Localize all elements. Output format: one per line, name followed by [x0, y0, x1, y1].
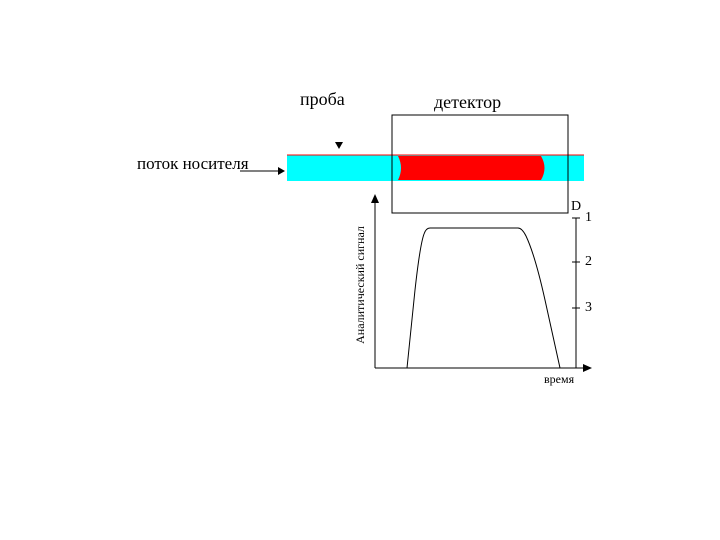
- detector-box: [391, 114, 569, 214]
- right-tick-label-3: 3: [585, 300, 592, 315]
- y-axis-arrow-icon: [371, 194, 379, 203]
- flow-arrow-icon: [278, 167, 285, 175]
- right-tick-label-2: 2: [585, 254, 592, 269]
- detector-label: детектор: [434, 92, 502, 112]
- y-axis-label: Аналитический сигнал: [353, 226, 367, 344]
- right-axis-label: D: [571, 199, 582, 214]
- x-axis-arrow-icon: [583, 364, 592, 372]
- right-tick-label-1: 1: [585, 210, 592, 225]
- x-axis-label: время: [544, 372, 575, 386]
- sample-label: проба: [300, 89, 345, 109]
- carrier-flow-label: поток носителя: [137, 154, 249, 173]
- sample-injection-arrow-icon: [335, 142, 343, 149]
- signal-curve: [406, 227, 561, 369]
- sample-zone: [398, 156, 545, 180]
